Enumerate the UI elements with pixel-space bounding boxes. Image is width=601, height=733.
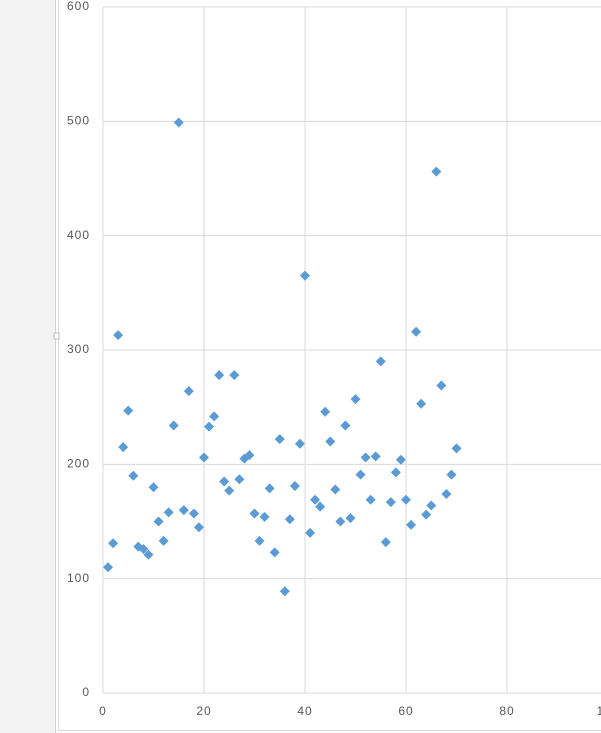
point [279, 586, 290, 597]
point [219, 476, 230, 487]
point [224, 485, 235, 496]
point [254, 535, 265, 546]
point [411, 326, 422, 337]
point [118, 442, 129, 453]
point [401, 494, 411, 505]
point [406, 519, 417, 530]
point [128, 470, 139, 481]
point [431, 166, 442, 177]
point [264, 483, 275, 494]
point [259, 511, 270, 522]
point [204, 421, 215, 432]
point [289, 481, 300, 492]
point [421, 509, 432, 520]
point [193, 522, 204, 533]
point [143, 549, 154, 560]
point [153, 516, 164, 527]
point [380, 537, 391, 548]
point [274, 434, 285, 445]
point [168, 420, 179, 431]
point [436, 380, 447, 391]
plot: 0 100 200 300 400 500 600 0 20 40 60 80 100 [67, 0, 601, 718]
point [148, 482, 159, 493]
y-tick-label: 400 [67, 228, 90, 242]
x-tick-label: 0 [99, 704, 107, 718]
point [426, 500, 437, 511]
point [244, 450, 255, 461]
x-tick-label: 40 [297, 704, 312, 718]
point [390, 467, 401, 478]
point [345, 513, 356, 524]
point [138, 543, 149, 554]
point [284, 514, 295, 525]
point [370, 451, 381, 462]
point [234, 474, 245, 485]
resize-handle [53, 332, 60, 340]
x-tick-label: 80 [499, 704, 514, 718]
side-panel [0, 0, 55, 733]
x-tick-label: 60 [398, 704, 413, 718]
point [183, 386, 194, 397]
y-tick-label: 500 [67, 114, 90, 128]
point [269, 547, 280, 558]
point [446, 469, 457, 480]
y-tick-label: 0 [82, 685, 90, 699]
point [188, 508, 199, 519]
point [325, 436, 336, 447]
point [173, 117, 184, 128]
point [315, 501, 326, 512]
point [214, 370, 225, 381]
point [365, 494, 376, 505]
point [375, 356, 386, 367]
point [350, 394, 361, 405]
point [451, 443, 462, 454]
point [416, 398, 427, 409]
y-tick-label: 100 [67, 571, 90, 585]
point [310, 494, 321, 505]
point [441, 489, 452, 500]
point [355, 469, 366, 480]
point [163, 507, 174, 518]
point [103, 562, 114, 573]
point [385, 497, 396, 508]
point [108, 538, 119, 549]
point [123, 405, 134, 416]
y-tick-label: 600 [67, 0, 90, 13]
point [330, 484, 341, 495]
point [113, 330, 124, 341]
point [229, 370, 240, 381]
x-tick-label: 100 [596, 704, 601, 718]
y-tick-label: 300 [67, 342, 90, 356]
point [158, 535, 169, 546]
point [395, 454, 406, 465]
point [335, 516, 346, 527]
point [320, 406, 331, 417]
x-tick-label: 20 [196, 704, 211, 718]
point [249, 508, 260, 519]
point [360, 452, 371, 463]
point [209, 411, 220, 422]
y-tick-label: 200 [67, 457, 90, 471]
point [305, 527, 316, 538]
point [178, 505, 189, 516]
point [340, 420, 351, 431]
point [294, 438, 305, 449]
point [199, 452, 209, 463]
point [300, 270, 310, 281]
